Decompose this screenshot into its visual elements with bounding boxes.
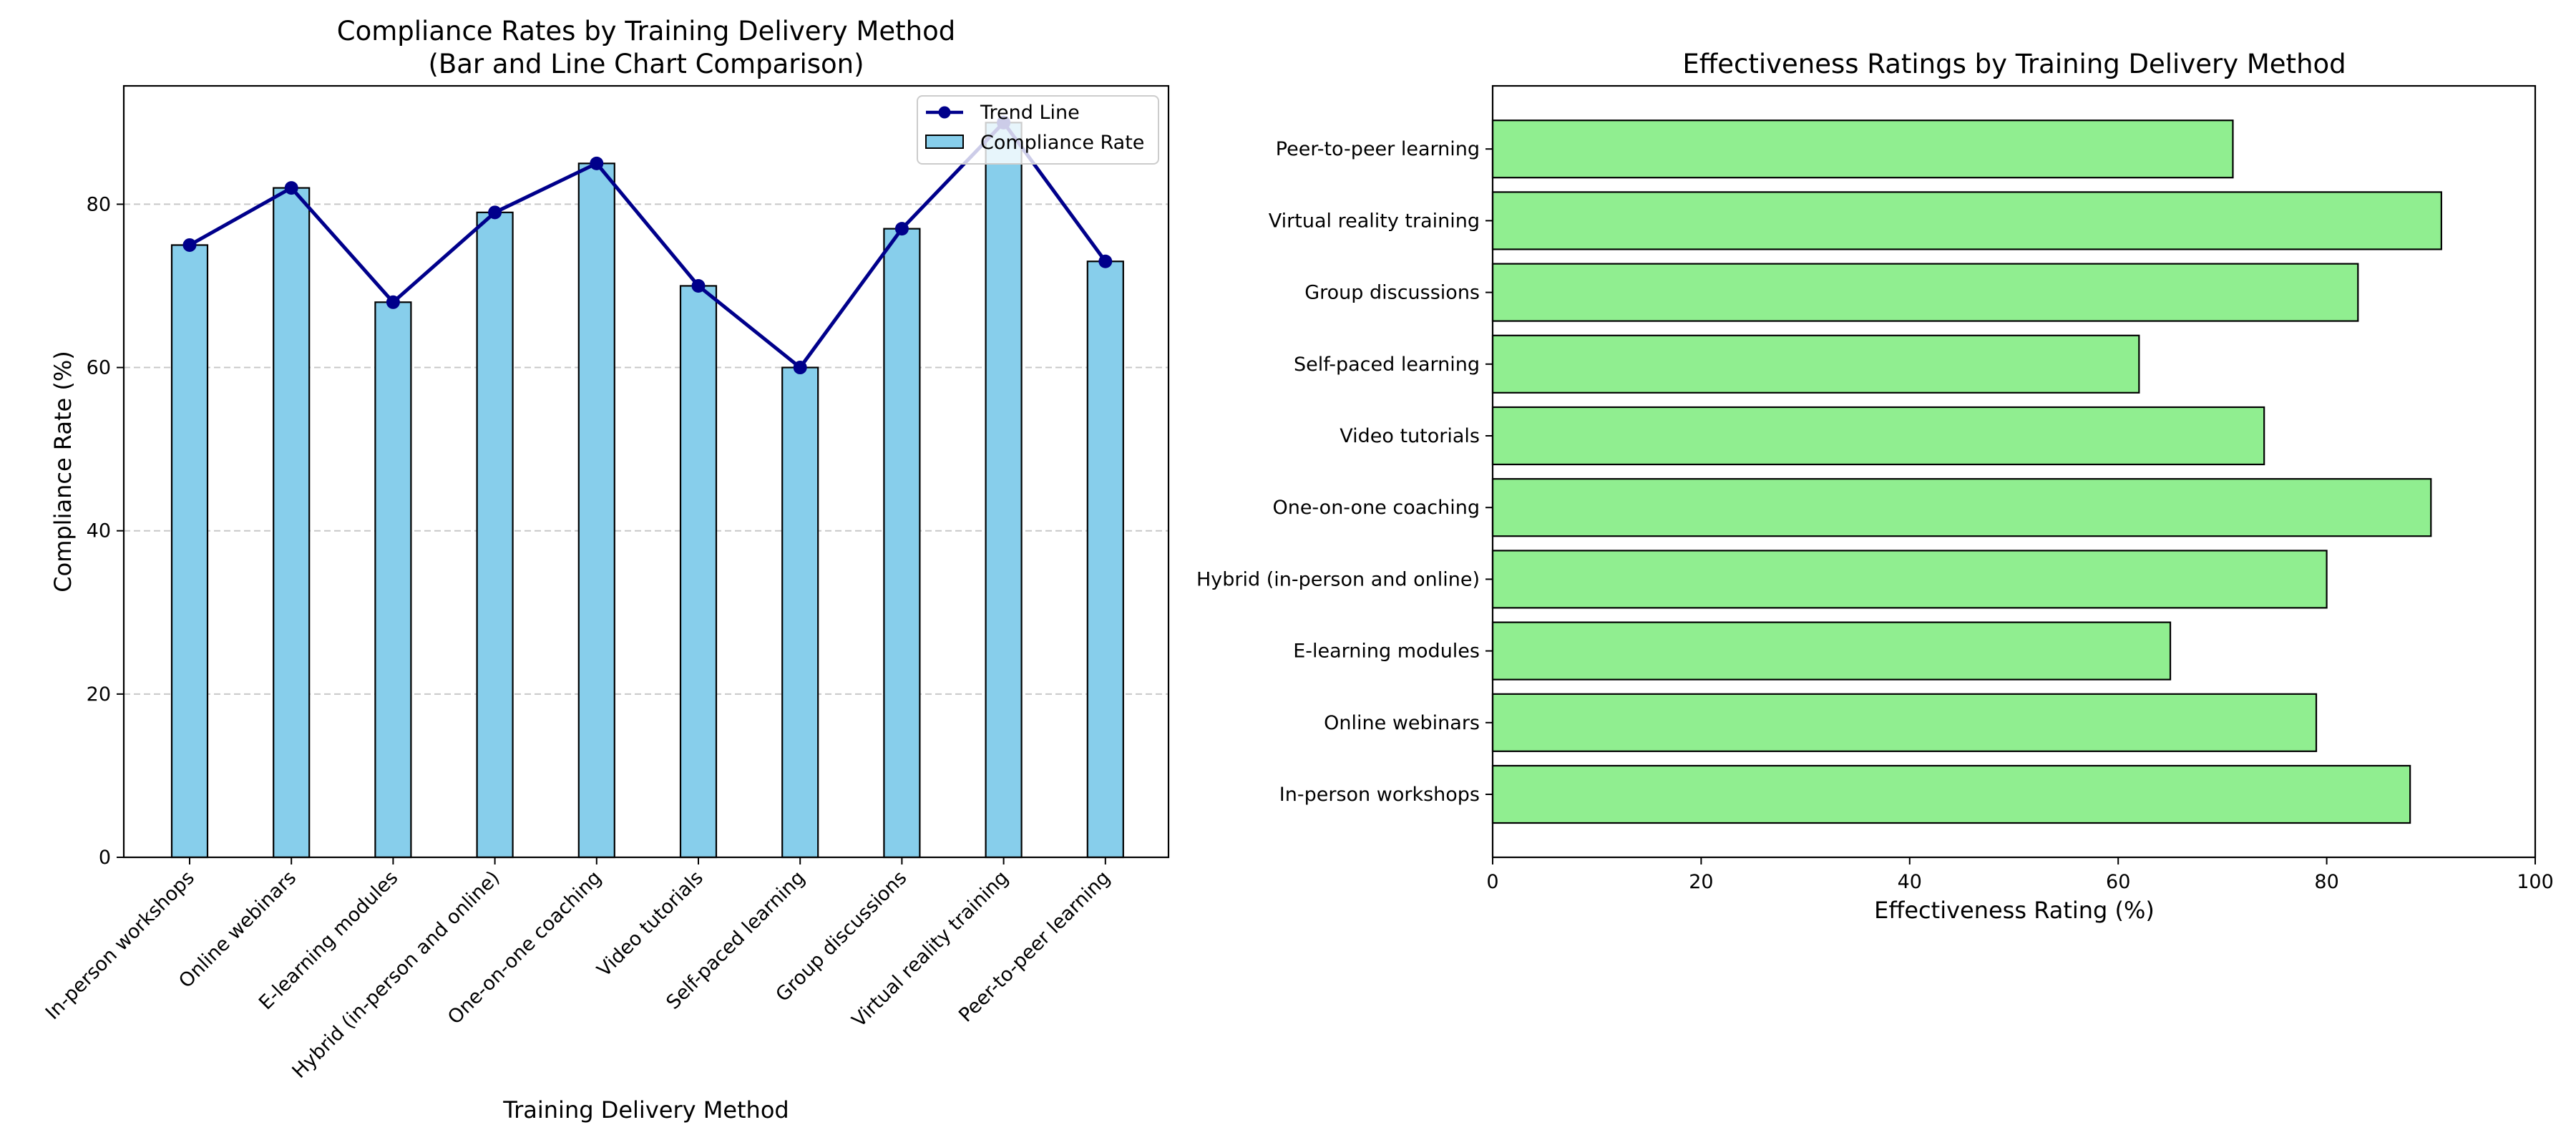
effectiveness-x-ticks: 0 20 40 60 80 100: [1486, 857, 2554, 893]
effectiveness-x-axis-label: Effectiveness Rating (%): [1874, 897, 2155, 924]
trend-line-point: [894, 222, 909, 236]
trend-line-point: [182, 238, 197, 252]
compliance-bar: [170, 244, 209, 859]
y-tick-label: Peer-to-peer learning: [1276, 138, 1480, 160]
y-tick-label: In-person workshops: [1279, 784, 1480, 806]
x-tick-label: Video tutorials: [593, 867, 708, 981]
effectiveness-y-ticks: In-person workshops Online webinars E-lear…: [1196, 138, 1493, 806]
effectiveness-bar: [1491, 550, 2328, 609]
trend-line-point: [1098, 254, 1113, 268]
compliance-bar: [781, 366, 819, 859]
compliance-x-axis-label: Training Delivery Method: [502, 1096, 789, 1124]
x-tick-label: In-person workshops: [42, 867, 199, 1024]
legend-trend-marker: [938, 106, 951, 119]
y-tick-label: E-learning modules: [1293, 640, 1480, 663]
effectiveness-plot-frame: [1491, 84, 2537, 859]
x-tick-label: 100: [2517, 871, 2554, 893]
effectiveness-bars: [1491, 120, 2442, 824]
y-tick-label: Self-paced learning: [1294, 354, 1480, 376]
effectiveness-bar: [1491, 478, 2432, 537]
trend-line-point: [590, 156, 604, 170]
compliance-bar: [476, 211, 514, 859]
effectiveness-bar: [1491, 621, 2172, 681]
x-tick-label: 20: [1689, 871, 1713, 893]
compliance-bar: [273, 187, 311, 859]
legend-box: [917, 95, 1159, 165]
x-tick-label: 80: [2314, 871, 2338, 893]
legend-item-compliance-rate: Compliance Rate: [925, 132, 1144, 154]
x-tick-label: 40: [1898, 871, 1922, 893]
y-tick-label: Video tutorials: [1340, 425, 1480, 447]
compliance-y-axis-label: Compliance Rate (%): [49, 351, 77, 592]
y-tick-label: Hybrid (in-person and online): [1196, 568, 1480, 590]
x-tick-label: 60: [2106, 871, 2130, 893]
effectiveness-bar: [1491, 120, 2234, 179]
compliance-plot-frame: [122, 84, 1170, 859]
legend-compliance-rate-swatch: [925, 135, 964, 149]
trend-line-point: [793, 361, 807, 375]
y-tick-label: Online webinars: [1324, 712, 1480, 734]
compliance-bar: [985, 122, 1023, 859]
y-tick-label: 20: [87, 683, 111, 706]
legend-trend-line-label: Trend Line: [980, 102, 1080, 124]
y-tick-label: 80: [87, 193, 111, 215]
effectiveness-bar: [1491, 764, 2411, 824]
trend-line-point: [691, 278, 706, 293]
y-tick-label: One-on-one coaching: [1272, 497, 1480, 519]
compliance-bar: [374, 301, 412, 859]
legend-compliance-rate-label: Compliance Rate: [980, 132, 1144, 154]
x-tick-label: 0: [1486, 871, 1498, 893]
y-tick-label: 0: [99, 847, 111, 869]
effectiveness-bar: [1491, 191, 2442, 250]
y-tick-label: Virtual reality training: [1269, 210, 1480, 232]
y-tick-label: 40: [87, 520, 111, 542]
y-tick-label: 60: [87, 357, 111, 379]
compliance-bar: [577, 162, 615, 859]
effectiveness-bar: [1491, 263, 2359, 322]
effectiveness-chart: Effectiveness Ratings by Training Delive…: [1196, 49, 2554, 924]
effectiveness-bar: [1491, 693, 2318, 752]
compliance-legend: Trend Line Compliance Rate: [917, 95, 1159, 165]
effectiveness-bar: [1491, 334, 2140, 394]
trend-line-path: [188, 120, 1107, 370]
effectiveness-chart-title: Effectiveness Ratings by Training Delive…: [1682, 49, 2346, 79]
compliance-chart-title: Compliance Rates by Training Delivery Me…: [337, 16, 955, 47]
compliance-chart-subtitle: (Bar and Line Chart Comparison): [428, 49, 864, 79]
compliance-chart: Compliance Rates by Training Delivery Me…: [42, 16, 1170, 1124]
compliance-bar: [883, 228, 921, 859]
effectiveness-bar: [1491, 406, 2265, 466]
y-tick-label: Group discussions: [1304, 282, 1480, 304]
compliance-bar: [1086, 260, 1124, 859]
trend-line-point: [284, 181, 298, 195]
x-tick-label: Hybrid (in-person and online): [288, 867, 504, 1083]
compliance-bar: [679, 285, 718, 859]
compliance-y-ticks: 0 20 40 60 80: [87, 193, 124, 869]
compliance-bars: [170, 122, 1124, 859]
trend-line-point: [386, 295, 400, 309]
legend-item-trend-line: Trend Line: [926, 102, 1080, 124]
trend-line-point: [488, 205, 502, 220]
